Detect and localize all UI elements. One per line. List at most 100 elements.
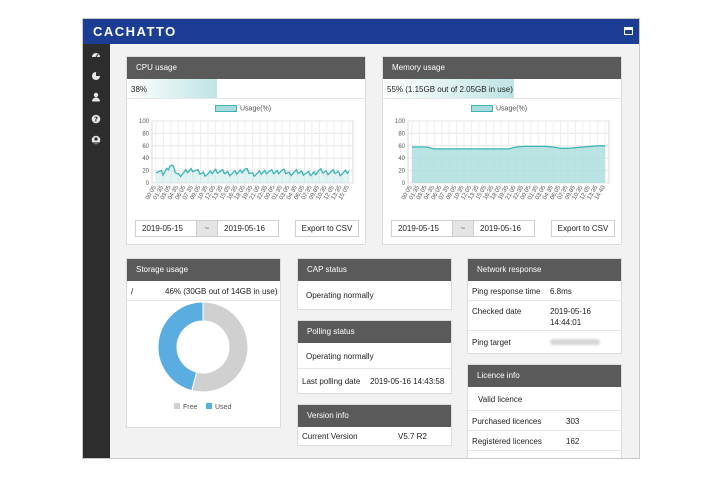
pie-chart-icon[interactable] [91, 71, 101, 81]
app-window: CACHATTO ? CPU usage 38% Usage(%) [82, 18, 640, 459]
purchased-licences-row: Purchased licences 303 [468, 411, 621, 431]
y-tick-label: 40 [398, 156, 405, 162]
donut-slice-used [157, 301, 204, 392]
last-polling-label: Last polling date [302, 377, 361, 386]
cpu-usage-value: 38% [131, 85, 148, 94]
window-icon[interactable] [624, 27, 633, 35]
y-tick-label: 100 [139, 119, 150, 125]
y-tick-label: 40 [142, 156, 149, 162]
licence-info-panel: Licence info Valid licence Purchased lic… [467, 364, 622, 458]
storage-usage-panel: Storage usage / 46% (30GB out of 14GB in… [126, 258, 281, 428]
brand-logo: CACHATTO [93, 24, 177, 39]
network-response-panel: Network response Ping response time 6.8m… [467, 258, 622, 354]
memory-usage-value: 55% (1.15GB out of 2.05GB in use) [387, 85, 513, 94]
purchased-licences-value: 303 [566, 417, 580, 426]
network-icon[interactable] [91, 135, 101, 145]
y-tick-label: 60 [142, 144, 149, 150]
registered-licences-row: Registered licences 162 [468, 431, 621, 451]
storage-usage-row: / 46% (30GB out of 14GB in use) [127, 281, 280, 301]
user-icon[interactable] [91, 92, 101, 102]
polling-status-panel: Polling status Operating normally Last p… [297, 320, 452, 394]
series-line [155, 164, 350, 178]
ping-time-value: 6.8ms [550, 287, 572, 296]
licence-valid-row: Valid licence [468, 387, 621, 411]
cpu-usage-panel: CPU usage 38% Usage(%) 100 80 60 40 20 0 00:05… [126, 56, 366, 245]
dashboard-icon[interactable] [91, 50, 101, 60]
purchased-licences-label: Purchased licences [472, 417, 542, 426]
panel-title: Licence info [468, 365, 621, 387]
memory-usage-fill [383, 79, 514, 98]
chart-legend[interactable]: Usage(%) [471, 105, 527, 112]
memory-date-from-input[interactable]: 2019-05-15 [391, 220, 453, 237]
series-area [412, 145, 605, 183]
version-label: Current Version [302, 432, 358, 441]
storage-donut-chart: Free Used [157, 301, 249, 411]
panel-title: Network response [468, 259, 621, 281]
ping-target-redacted [550, 339, 600, 345]
date-range-separator: ~ [197, 220, 217, 237]
y-tick-label: 100 [395, 119, 406, 125]
storage-usage-value: 46% (30GB out of 14GB in use) [165, 287, 278, 296]
date-range-separator: ~ [453, 220, 473, 237]
legend-swatch [206, 403, 212, 409]
y-tick-label: 80 [142, 131, 149, 137]
panel-title: CPU usage [127, 57, 365, 79]
legend-swatch [471, 105, 493, 112]
y-tick-label: 0 [402, 181, 406, 187]
checked-date-label: Checked date [472, 307, 522, 316]
y-tick-label: 80 [398, 131, 405, 137]
licence-valid-value: Valid licence [478, 395, 523, 404]
series-line [412, 145, 605, 150]
sidebar: ? [83, 44, 110, 458]
panel-title: Version info [298, 405, 451, 427]
memory-export-csv-button[interactable]: Export to CSV [551, 220, 615, 237]
y-tick-label: 20 [142, 169, 149, 175]
legend-swatch [215, 105, 237, 112]
ping-time-label: Ping response time [472, 287, 541, 296]
last-polling-value: 2019-05-16 14:43:58 [370, 377, 445, 386]
memory-date-to-input[interactable]: 2019-05-16 [473, 220, 535, 237]
legend-label: Free [183, 404, 198, 411]
checked-date-row: Checked date 2019-05-16 14:44:01 [468, 301, 621, 331]
y-tick-label: 0 [146, 181, 150, 187]
last-polling-row: Last polling date 2019-05-16 14:43:58 [298, 369, 451, 393]
chart-legend[interactable]: Usage(%) [215, 105, 271, 112]
cpu-date-from-input[interactable]: 2019-05-15 [135, 220, 197, 237]
checked-time-value: 14:44:01 [550, 318, 582, 327]
top-bar: CACHATTO [83, 19, 639, 44]
panel-title: CAP status [298, 259, 451, 281]
legend-label: Usage(%) [240, 105, 272, 113]
memory-usage-panel: Memory usage 55% (1.15GB out of 2.05GB i… [382, 56, 622, 245]
polling-status-row: Operating normally [298, 343, 451, 369]
cpu-usage-fill [127, 79, 218, 98]
memory-usage-chart: 10080604020000:0501:3503:0504:3506:0507:… [395, 119, 610, 201]
storage-path: / [131, 287, 134, 296]
checked-date-value: 2019-05-16 [550, 307, 591, 316]
cap-status-row: Operating normally [298, 281, 451, 309]
registered-licences-label: Registered licences [472, 437, 542, 446]
y-tick-label: 60 [398, 144, 405, 150]
ping-target-row: Ping target [468, 331, 621, 353]
version-row: Current Version V5.7 R2 [298, 427, 451, 445]
legend-swatch [174, 403, 180, 409]
ping-time-row: Ping response time 6.8ms [468, 281, 621, 301]
panel-title: Memory usage [383, 57, 621, 79]
legend-label: Used [215, 404, 231, 411]
cpu-date-to-input[interactable]: 2019-05-16 [217, 220, 279, 237]
cpu-export-csv-button[interactable]: Export to CSV [295, 220, 359, 237]
polling-status-value: Operating normally [306, 352, 374, 361]
cap-status-panel: CAP status Operating normally [297, 258, 452, 310]
dashboard-main: CPU usage 38% Usage(%) 100 80 60 40 20 0 00:05… [110, 44, 639, 458]
help-icon[interactable]: ? [91, 114, 101, 124]
cap-status-value: Operating normally [306, 291, 374, 300]
version-value: V5.7 R2 [398, 432, 427, 441]
donut-slice-free [191, 301, 249, 393]
panel-title: Storage usage [127, 259, 280, 281]
legend-label: Usage(%) [496, 105, 528, 113]
memory-usage-bar: 55% (1.15GB out of 2.05GB in use) [383, 79, 621, 99]
version-info-panel: Version info Current Version V5.7 R2 [297, 404, 452, 446]
cpu-usage-chart: 10080604020000:0501:3503:0504:3506:0507:… [139, 119, 354, 201]
registered-licences-value: 162 [566, 437, 580, 446]
ping-target-label: Ping target [472, 338, 511, 347]
y-tick-label: 20 [398, 169, 405, 175]
